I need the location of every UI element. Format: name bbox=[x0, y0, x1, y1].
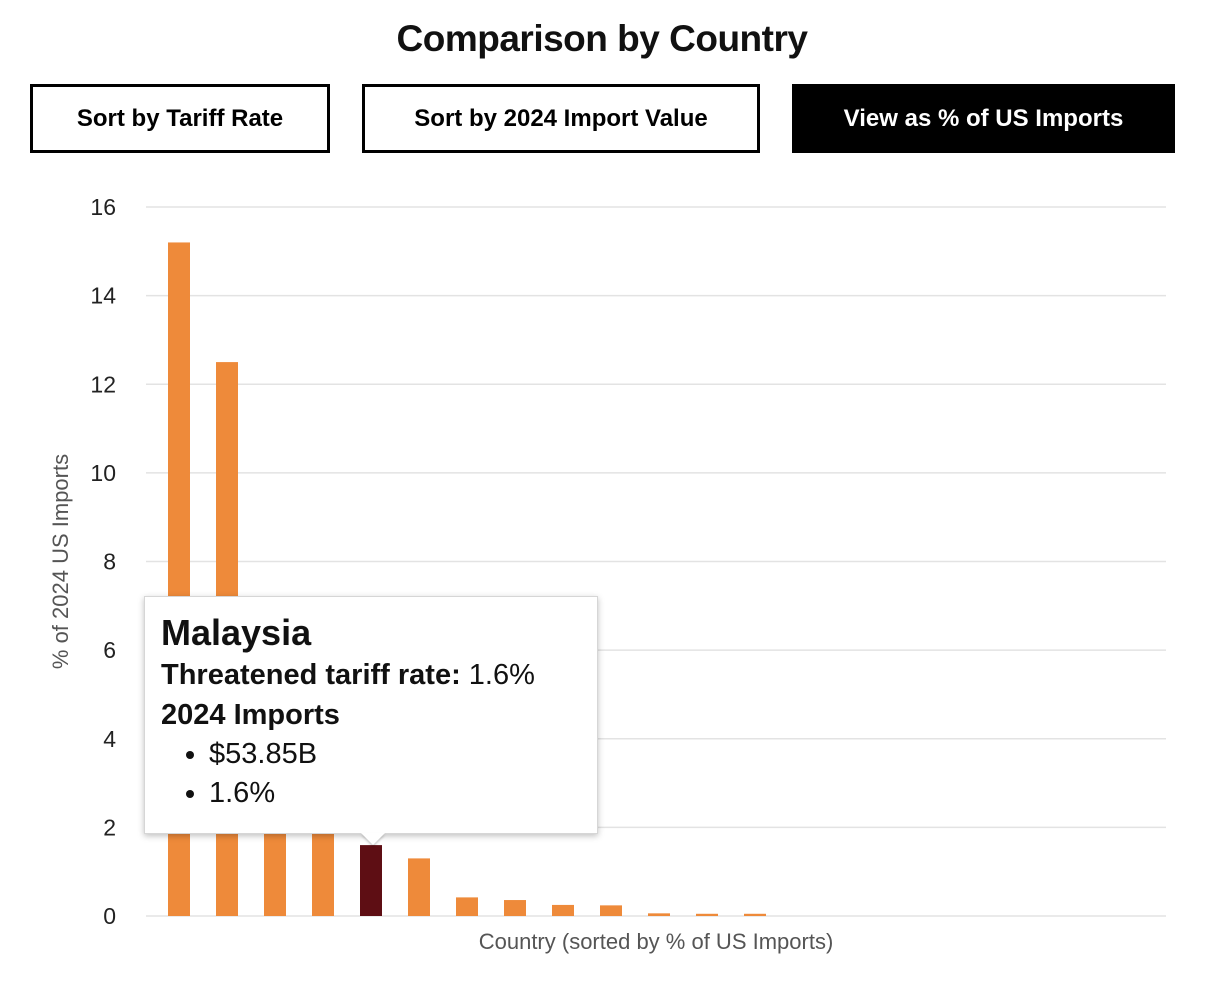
tooltip-imports-value: $53.85B bbox=[209, 735, 581, 774]
y-tick-label: 10 bbox=[90, 460, 116, 486]
bar[interactable] bbox=[600, 905, 622, 916]
y-tick-label: 14 bbox=[90, 283, 116, 309]
y-axis-title: % of 2024 US Imports bbox=[48, 454, 73, 669]
bar[interactable] bbox=[696, 913, 718, 916]
bar-highlighted[interactable] bbox=[360, 845, 382, 916]
y-axis-ticks: 0 2 4 6 8 10 12 14 16 bbox=[90, 194, 116, 929]
bar[interactable] bbox=[552, 904, 574, 916]
tooltip-tariff-label: Threatened tariff rate: bbox=[161, 659, 461, 691]
tooltip-imports-list: $53.85B 1.6% bbox=[161, 735, 581, 813]
view-percent-button[interactable]: View as % of US Imports bbox=[792, 84, 1175, 153]
tooltip-pointer bbox=[361, 833, 385, 845]
bar[interactable] bbox=[648, 913, 670, 916]
tooltip-tariff-value: 1.6% bbox=[468, 659, 535, 691]
y-tick-label: 6 bbox=[103, 637, 116, 663]
sort-by-import-button[interactable]: Sort by 2024 Import Value bbox=[362, 84, 760, 153]
sort-by-tariff-button[interactable]: Sort by Tariff Rate bbox=[30, 84, 330, 153]
tooltip-imports-label: 2024 Imports bbox=[161, 699, 340, 731]
y-tick-label: 12 bbox=[90, 371, 116, 397]
y-tick-label: 0 bbox=[103, 903, 116, 929]
y-tick-label: 16 bbox=[90, 194, 116, 220]
x-axis-title: Country (sorted by % of US Imports) bbox=[479, 929, 834, 954]
tooltip-tariff-line: Threatened tariff rate: 1.6% bbox=[161, 655, 581, 695]
bar[interactable] bbox=[408, 858, 430, 916]
y-tick-label: 4 bbox=[103, 726, 116, 752]
y-tick-label: 8 bbox=[103, 549, 116, 575]
y-tick-label: 2 bbox=[103, 814, 116, 840]
bar[interactable] bbox=[504, 900, 526, 916]
tooltip-country: Malaysia bbox=[161, 612, 312, 653]
tooltip-imports-pct: 1.6% bbox=[209, 774, 581, 813]
bar[interactable] bbox=[744, 913, 766, 916]
chart-title: Comparison by Country bbox=[396, 18, 808, 59]
bar[interactable] bbox=[456, 897, 478, 916]
tooltip: Malaysia Threatened tariff rate: 1.6% 20… bbox=[144, 596, 598, 845]
